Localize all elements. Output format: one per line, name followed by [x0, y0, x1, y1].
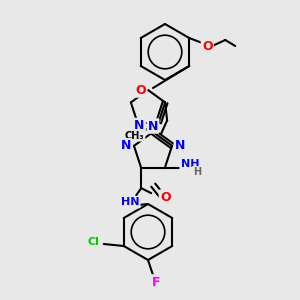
Text: O: O: [136, 83, 146, 97]
Text: N: N: [148, 119, 158, 133]
Text: N: N: [121, 139, 131, 152]
Text: N: N: [134, 119, 145, 132]
Text: HN: HN: [121, 197, 140, 207]
Text: O: O: [160, 191, 171, 204]
Text: O: O: [202, 40, 213, 52]
Text: F: F: [152, 275, 160, 289]
Text: NH: NH: [181, 159, 199, 169]
Text: CH₃: CH₃: [125, 130, 144, 141]
Text: N: N: [175, 139, 185, 152]
Text: H: H: [193, 167, 201, 177]
Text: Cl: Cl: [88, 237, 100, 247]
